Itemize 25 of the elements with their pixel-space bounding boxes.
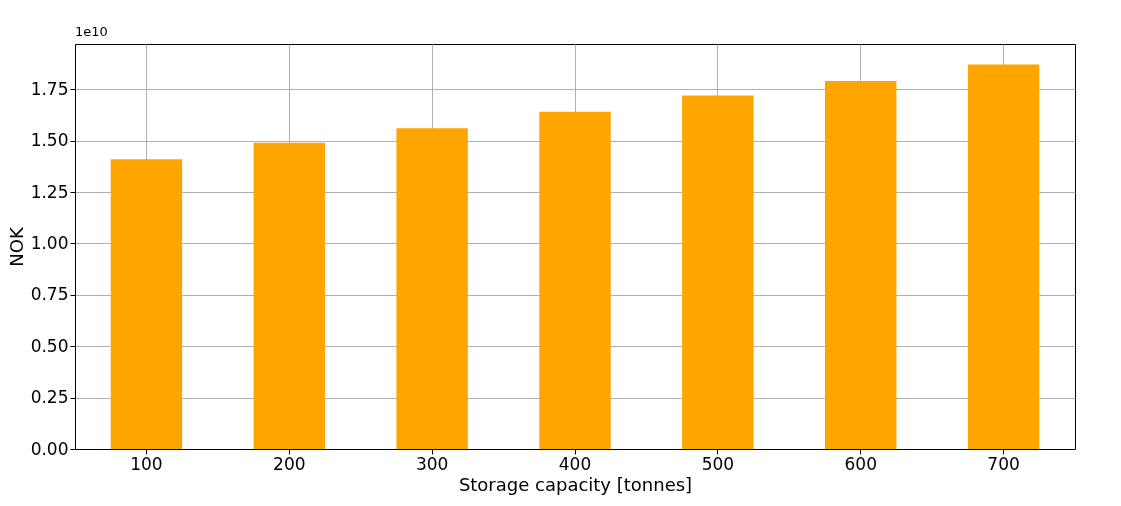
x-axis-title: Storage capacity [tonnes] bbox=[458, 473, 693, 495]
bar bbox=[253, 142, 325, 449]
bar bbox=[110, 159, 183, 449]
y-tick-label: 1.00 bbox=[30, 232, 69, 253]
x-tick-label: 400 bbox=[558, 453, 592, 474]
text: 1e10 bbox=[75, 24, 108, 39]
x-tick-label: 600 bbox=[844, 453, 877, 474]
bar bbox=[539, 111, 611, 449]
y-tick-label: 0.25 bbox=[30, 387, 69, 408]
x-tick-label: 200 bbox=[273, 453, 306, 474]
bar bbox=[682, 95, 754, 449]
x-tick-label: 500 bbox=[701, 453, 735, 474]
y-tick-label: 0.50 bbox=[30, 335, 69, 356]
y-axis-title: NOK bbox=[5, 226, 27, 267]
x-tick-label: 100 bbox=[130, 453, 163, 474]
x-tick-label: 700 bbox=[987, 453, 1020, 474]
x-tick-label: 300 bbox=[415, 453, 449, 474]
y-tick-label: 1.25 bbox=[30, 181, 69, 202]
y-tick-label: 0.75 bbox=[30, 284, 69, 305]
bar bbox=[396, 128, 468, 449]
bar bbox=[825, 81, 897, 449]
y-tick-label: 0.00 bbox=[30, 438, 69, 459]
y-tick-label: 1.50 bbox=[30, 130, 69, 151]
bar bbox=[967, 64, 1040, 449]
y-tick-label: 1.75 bbox=[30, 78, 69, 99]
